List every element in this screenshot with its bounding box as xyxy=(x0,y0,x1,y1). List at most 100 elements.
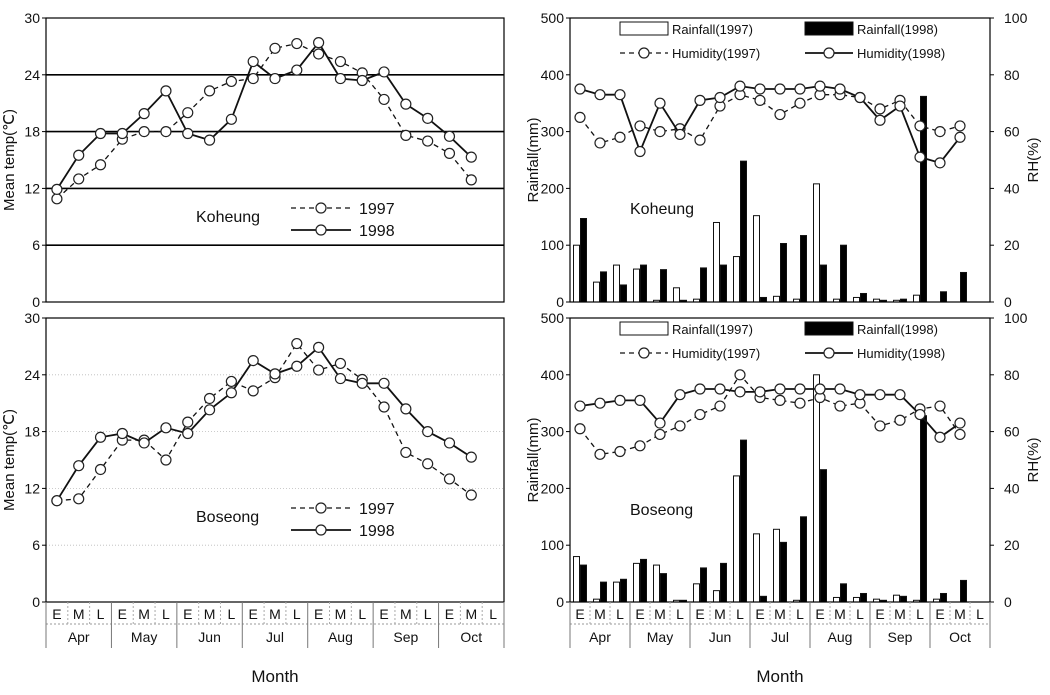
bar-Rainfall(1997) xyxy=(753,215,760,303)
bar-Rainfall(1998) xyxy=(580,218,587,303)
bar-Rainfall(1998) xyxy=(940,592,947,603)
data-point-1998 xyxy=(356,377,368,389)
data-point-1998 xyxy=(443,130,456,142)
legend-label: Rainfall(1998) xyxy=(857,22,938,37)
legend-marker-Humidity(1998) xyxy=(823,347,835,359)
x-tick-label: L xyxy=(97,606,105,622)
data-point-Humidity(1997) xyxy=(694,408,706,421)
x-tick-label: E xyxy=(52,606,61,622)
bar-Rainfall(1997) xyxy=(633,562,640,603)
data-point-1998 xyxy=(400,98,412,110)
data-point-Humidity(1998) xyxy=(894,100,906,112)
legend-label: 1997 xyxy=(359,501,395,518)
x-tick-label: E xyxy=(935,606,944,622)
data-point-Humidity(1998) xyxy=(714,91,726,104)
bar-Rainfall(1997) xyxy=(613,264,620,303)
data-point-Humidity(1997) xyxy=(934,126,946,138)
bar-Rainfall(1998) xyxy=(740,439,747,603)
x-tick-label: L xyxy=(227,606,235,622)
data-point-1997 xyxy=(465,174,477,186)
series-line-1998 xyxy=(56,346,472,502)
y-tick-label: 400 xyxy=(541,367,565,383)
data-point-Humidity(1997) xyxy=(954,428,966,441)
data-point-1998 xyxy=(378,66,390,78)
data-point-1998 xyxy=(73,460,85,472)
series-line-1997 xyxy=(56,42,472,200)
x-tick-label: E xyxy=(445,606,454,622)
data-point-1997 xyxy=(313,364,325,376)
data-point-Humidity(1998) xyxy=(914,151,926,163)
series-line-Humidity(1997) xyxy=(579,93,961,144)
bar-Rainfall(1997) xyxy=(633,268,640,303)
legend: Rainfall(1997) Rainfall(1998) Humidity(199… xyxy=(619,321,945,361)
legend-label: 1997 xyxy=(359,201,395,218)
data-point-Humidity(1998) xyxy=(814,383,826,395)
data-point-Humidity(1998) xyxy=(594,397,606,409)
y2-tick-label: 80 xyxy=(1004,367,1020,383)
panel-boseong-bar: 0 100 200 300 400 500 Rainfall(mm) 0 20 40 60 80 100… xyxy=(525,310,1042,610)
data-point-1997 xyxy=(422,458,434,470)
data-point-1997 xyxy=(334,357,347,370)
data-point-Humidity(1998) xyxy=(734,386,746,398)
x-tick-label: L xyxy=(676,606,684,622)
y-tick-label: 18 xyxy=(24,124,40,140)
data-point-Humidity(1998) xyxy=(714,383,726,395)
bar-Rainfall(1998) xyxy=(620,578,627,603)
data-point-Humidity(1997) xyxy=(714,400,726,412)
bar-Rainfall(1997) xyxy=(913,294,920,303)
legend-marker-Humidity(1998) xyxy=(823,47,835,59)
data-point-1997 xyxy=(182,107,194,119)
data-point-Humidity(1997) xyxy=(734,369,746,381)
bar-Rainfall(1998) xyxy=(820,264,827,303)
month-label: Jun xyxy=(709,629,732,645)
month-label: Sep xyxy=(888,629,913,645)
data-point-1997 xyxy=(247,72,259,85)
legend-marker-1998 xyxy=(315,524,327,536)
data-point-Humidity(1997) xyxy=(794,397,806,409)
bar-Rainfall(1997) xyxy=(753,533,760,603)
data-point-1997 xyxy=(400,446,412,459)
data-point-Humidity(1997) xyxy=(874,103,886,115)
y-tick-label: 30 xyxy=(24,310,40,326)
data-point-1998 xyxy=(422,426,434,438)
y-tick-label: 500 xyxy=(541,10,565,26)
data-point-1998 xyxy=(203,134,216,146)
bar-Rainfall(1998) xyxy=(780,541,787,603)
bar-Rainfall(1998) xyxy=(760,595,767,603)
data-point-1997 xyxy=(225,375,237,388)
data-point-1997 xyxy=(334,55,347,68)
bar-Rainfall(1998) xyxy=(700,267,707,303)
data-point-1998 xyxy=(116,127,128,140)
x-tick-label: E xyxy=(575,606,584,622)
y2-tick-label: 60 xyxy=(1004,124,1020,140)
data-point-1998 xyxy=(51,495,63,507)
bar-Rainfall(1997) xyxy=(693,583,700,603)
data-point-1998 xyxy=(313,37,325,49)
data-point-1997 xyxy=(203,392,216,405)
data-point-Humidity(1998) xyxy=(754,386,766,398)
data-point-1998 xyxy=(94,127,107,140)
y2-tick-label: 100 xyxy=(1004,310,1028,326)
x-tick-label: L xyxy=(616,606,624,622)
data-point-Humidity(1997) xyxy=(834,400,846,412)
x-tick-label: E xyxy=(249,606,258,622)
x-tick-label: E xyxy=(635,606,644,622)
data-point-Humidity(1997) xyxy=(954,120,966,132)
legend-label: Humidity(1998) xyxy=(857,46,945,61)
legend-swatch-Rainfall(1997) xyxy=(619,321,669,336)
month-label: May xyxy=(131,629,157,645)
data-point-1997 xyxy=(269,42,281,54)
y-tick-label: 300 xyxy=(541,424,565,440)
data-point-Humidity(1998) xyxy=(774,83,786,95)
data-point-Humidity(1998) xyxy=(594,89,606,101)
data-point-1997 xyxy=(247,385,259,397)
data-point-1998 xyxy=(182,427,194,440)
y-tick-label: 100 xyxy=(541,237,565,253)
data-point-1998 xyxy=(138,437,150,449)
data-point-1997 xyxy=(94,463,107,476)
bar-Rainfall(1998) xyxy=(840,244,847,303)
data-point-1997 xyxy=(51,193,63,205)
data-point-Humidity(1998) xyxy=(674,389,686,401)
data-point-Humidity(1997) xyxy=(894,414,906,426)
data-point-1998 xyxy=(182,127,194,140)
